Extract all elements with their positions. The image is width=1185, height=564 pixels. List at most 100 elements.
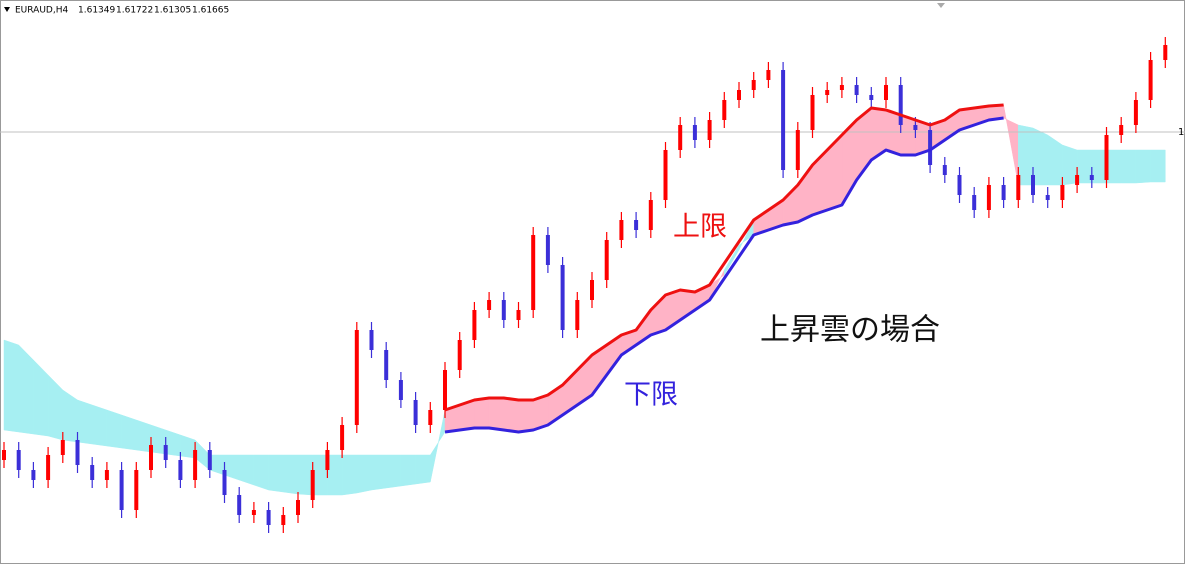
candle-body [957,175,962,195]
candle-body [472,310,477,340]
header-price: 1.61349 [78,6,115,16]
cloud-segment [150,424,166,455]
candle-body [560,265,565,330]
candle-body [663,150,668,200]
candle-body [501,300,506,320]
candle-body [898,85,903,125]
cloud-segment [253,454,269,491]
candle-body [384,350,389,380]
candle-body [2,450,6,460]
cloud-segment [474,397,490,429]
cloud-segment [268,454,284,493]
candle-body [619,220,624,240]
candle-body [222,470,227,495]
cloud-segment [1120,149,1137,184]
candle-body [1148,60,1153,100]
candle-body [369,330,374,350]
candle-body [913,125,918,130]
price-line: 1 [0,127,1185,138]
span-lines [444,103,1004,434]
upper-label: 上限 [673,212,727,243]
candle-body [207,450,212,470]
candle-body [634,220,639,230]
candle-body [869,95,874,100]
candle-body [1104,135,1109,180]
candle-body [545,235,550,265]
candle-body [251,510,256,515]
candle-body [340,425,345,450]
candle-body [354,330,359,425]
candles [2,37,1168,533]
candle-body [795,130,800,170]
cloud-segment [136,419,152,453]
cloud-segment [900,114,916,156]
candle-body [781,70,786,170]
cloud-segment [415,454,431,485]
candle-body [75,440,80,465]
candle-body [972,195,977,210]
candle-body [707,120,712,140]
cloud-segment [1135,149,1151,184]
cloud-segment [488,397,505,431]
candle-body [928,130,933,165]
candle-body [531,235,536,310]
candle-body [810,95,815,130]
candle-body [46,455,51,480]
cloud-segment [297,454,313,496]
candle-body [1133,100,1138,125]
candle-body [986,185,991,210]
cloud-segment [18,344,34,435]
candle-body [16,450,21,470]
menu-arrow [4,7,10,12]
shift-marker [937,3,945,8]
cloud-segment [91,404,108,447]
candle-body [692,125,697,140]
candle-body [413,400,418,425]
cloud-segment [3,339,19,433]
cloud-segment [77,399,93,445]
cloud-segment [356,454,372,494]
cloud-segment [1032,127,1048,186]
candle-body [104,470,109,480]
candle-body [281,515,286,525]
price-line-label: 1 [1178,127,1184,138]
cloud-segment [1062,144,1078,186]
candle-body [1163,45,1168,60]
candle-body [737,90,741,100]
candle-body [839,85,844,90]
candle-body [193,450,198,480]
cloud-segment [1018,124,1034,186]
candle-body [178,460,183,480]
candle-body [237,495,242,515]
cloud-segment [371,454,387,491]
lower-span-line [444,116,1004,434]
candle-body [90,465,95,480]
candle-body [722,100,727,120]
header-price: 1.61722 [116,6,153,16]
candle-body [119,470,124,510]
candle-body [325,450,330,470]
cloud-segment [503,397,519,433]
candle-body [443,370,447,410]
candle-body [310,470,315,500]
candle-body [1060,185,1065,200]
candle-body [648,200,653,230]
candle-body [149,445,153,470]
candle-body [1075,175,1080,185]
candle-body [942,165,947,175]
candle-body [854,85,859,95]
cloud-segment [400,454,416,487]
cloud-segment [312,454,328,496]
lower-label: 下限 [624,380,678,411]
candle-body [884,85,888,100]
candle-body [751,80,756,90]
candle-body [604,240,609,280]
candle-body [825,90,830,95]
candle-body [516,310,521,320]
cloud-segment [1076,149,1093,184]
cloud-segment [1106,149,1122,184]
cloud-segment [106,409,122,449]
cloud-segment [341,454,358,496]
